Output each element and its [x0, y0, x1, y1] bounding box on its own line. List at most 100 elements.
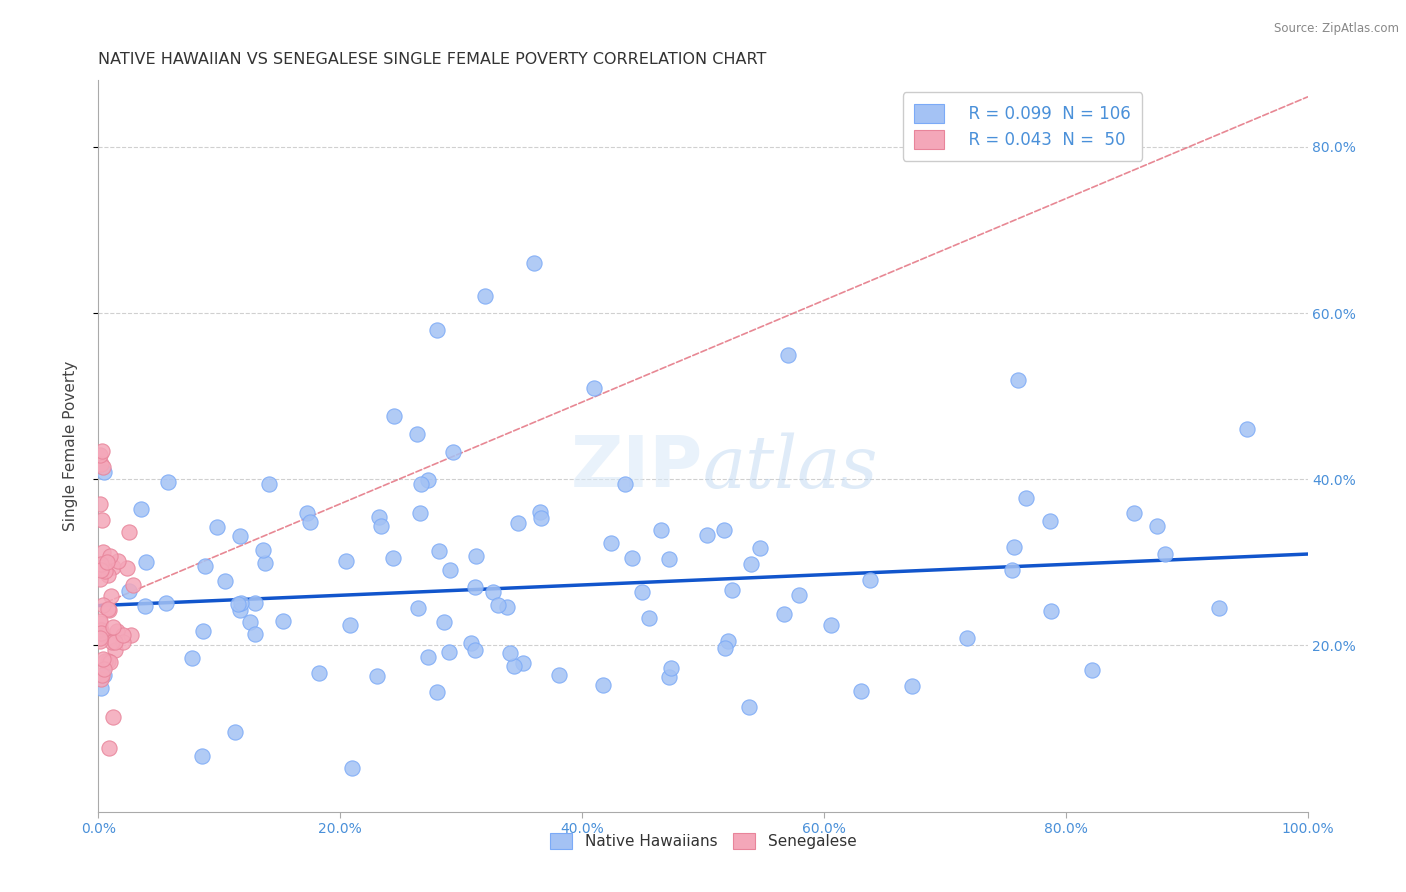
Point	[90, 563, 112, 577]
Point	[93, 668, 115, 682]
Point	[659, 661, 682, 675]
Point	[107, 553, 129, 567]
Point	[738, 699, 761, 714]
Point	[460, 636, 482, 650]
Point	[433, 615, 456, 629]
Point	[111, 628, 134, 642]
Point	[298, 516, 321, 530]
Point	[101, 710, 124, 724]
Point	[1208, 601, 1230, 615]
Point	[155, 596, 177, 610]
Point	[100, 635, 122, 649]
Point	[901, 679, 924, 693]
Point	[252, 543, 274, 558]
Point	[89, 634, 111, 648]
Point	[96, 567, 118, 582]
Point	[658, 670, 681, 684]
Point	[295, 506, 318, 520]
Point	[93, 662, 115, 676]
Point	[100, 549, 122, 563]
Point	[89, 497, 111, 511]
Point	[592, 678, 614, 692]
Point	[93, 465, 115, 479]
Point	[776, 347, 799, 362]
Point	[1007, 373, 1029, 387]
Point	[1002, 540, 1025, 554]
Point	[245, 596, 267, 610]
Point	[439, 563, 461, 577]
Point	[93, 559, 115, 574]
Point	[638, 611, 661, 625]
Point	[224, 725, 246, 739]
Point	[820, 617, 842, 632]
Point	[1146, 519, 1168, 533]
Point	[411, 477, 433, 491]
Point	[101, 560, 124, 574]
Point	[96, 555, 118, 569]
Y-axis label: Single Female Poverty: Single Female Poverty	[63, 361, 77, 531]
Point	[91, 652, 114, 666]
Point	[91, 627, 114, 641]
Point	[956, 632, 979, 646]
Point	[89, 631, 111, 645]
Point	[650, 523, 672, 537]
Point	[583, 381, 606, 395]
Point	[787, 588, 810, 602]
Point	[98, 655, 121, 669]
Point	[104, 635, 127, 649]
Point	[406, 601, 429, 615]
Point	[851, 683, 873, 698]
Point	[226, 598, 249, 612]
Point	[366, 669, 388, 683]
Point	[859, 574, 882, 588]
Point	[498, 646, 520, 660]
Point	[89, 623, 111, 637]
Text: Source: ZipAtlas.com: Source: ZipAtlas.com	[1274, 22, 1399, 36]
Point	[98, 603, 121, 617]
Point	[97, 601, 120, 615]
Point	[193, 624, 215, 639]
Point	[426, 323, 449, 337]
Point	[620, 550, 643, 565]
Point	[713, 523, 735, 537]
Point	[482, 585, 505, 599]
Point	[135, 555, 157, 569]
Point	[257, 477, 280, 491]
Point	[1123, 506, 1146, 520]
Point	[486, 598, 509, 612]
Point	[530, 511, 553, 525]
Point	[243, 627, 266, 641]
Point	[90, 681, 112, 695]
Point	[90, 513, 112, 527]
Point	[1039, 514, 1062, 528]
Point	[111, 635, 134, 649]
Point	[464, 642, 486, 657]
Text: ZIP: ZIP	[571, 434, 703, 502]
Point	[529, 504, 551, 518]
Point	[89, 615, 111, 630]
Point	[441, 444, 464, 458]
Point	[631, 584, 654, 599]
Point	[426, 685, 449, 699]
Point	[1039, 604, 1062, 618]
Legend: Native Hawaiians, Senegalese: Native Hawaiians, Senegalese	[544, 827, 862, 855]
Point	[239, 615, 262, 630]
Point	[464, 580, 486, 594]
Point	[748, 541, 770, 555]
Point	[214, 574, 236, 588]
Point	[118, 583, 141, 598]
Point	[408, 506, 430, 520]
Point	[205, 519, 228, 533]
Point	[89, 622, 111, 636]
Point	[368, 509, 391, 524]
Point	[342, 761, 364, 775]
Point	[134, 599, 156, 613]
Point	[1081, 664, 1104, 678]
Point	[91, 459, 114, 474]
Point	[89, 572, 111, 586]
Point	[91, 444, 114, 458]
Point	[370, 519, 392, 533]
Point	[271, 614, 294, 628]
Point	[120, 628, 142, 642]
Point	[90, 457, 112, 471]
